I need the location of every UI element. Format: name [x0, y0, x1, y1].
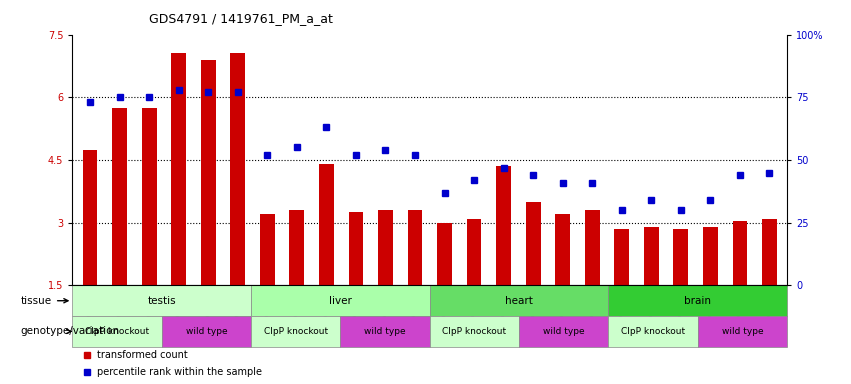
Bar — [251, 285, 430, 316]
Bar — [408, 210, 422, 285]
Text: transformed count: transformed count — [97, 350, 188, 360]
Text: wild type: wild type — [543, 327, 585, 336]
Bar — [72, 316, 162, 347]
Bar — [201, 60, 215, 285]
Bar — [466, 218, 482, 285]
Text: percentile rank within the sample: percentile rank within the sample — [97, 367, 262, 377]
Text: GDS4791 / 1419761_PM_a_at: GDS4791 / 1419761_PM_a_at — [149, 12, 333, 25]
Bar — [496, 166, 511, 285]
Bar — [608, 316, 698, 347]
Bar — [644, 227, 659, 285]
Text: wild type: wild type — [364, 327, 406, 336]
Bar — [349, 212, 363, 285]
Bar — [112, 108, 127, 285]
Text: ClpP knockout: ClpP knockout — [85, 327, 149, 336]
Bar — [162, 316, 251, 347]
Bar — [698, 316, 787, 347]
Text: ClpP knockout: ClpP knockout — [443, 327, 506, 336]
Bar — [142, 108, 157, 285]
Bar — [608, 285, 787, 316]
Bar — [289, 210, 304, 285]
Bar — [260, 214, 275, 285]
Bar — [378, 210, 393, 285]
Text: liver: liver — [329, 296, 351, 306]
Bar — [72, 285, 251, 316]
Text: heart: heart — [505, 296, 533, 306]
Bar — [733, 220, 747, 285]
Text: testis: testis — [147, 296, 176, 306]
Bar — [673, 229, 688, 285]
Text: ClpP knockout: ClpP knockout — [621, 327, 685, 336]
Bar — [83, 149, 98, 285]
Bar — [437, 223, 452, 285]
Bar — [231, 53, 245, 285]
Text: ClpP knockout: ClpP knockout — [264, 327, 328, 336]
Bar — [171, 53, 186, 285]
Text: genotype/variation: genotype/variation — [21, 326, 120, 336]
Bar — [251, 316, 340, 347]
Bar — [519, 316, 608, 347]
Text: tissue: tissue — [21, 296, 68, 306]
Bar — [762, 218, 777, 285]
Text: brain: brain — [684, 296, 711, 306]
Bar — [526, 202, 540, 285]
Bar — [585, 210, 600, 285]
Bar — [430, 285, 608, 316]
Bar — [319, 164, 334, 285]
Text: wild type: wild type — [722, 327, 763, 336]
Bar — [556, 214, 570, 285]
Bar — [703, 227, 717, 285]
Bar — [614, 229, 629, 285]
Text: wild type: wild type — [186, 327, 227, 336]
Bar — [340, 316, 430, 347]
Bar — [430, 316, 519, 347]
